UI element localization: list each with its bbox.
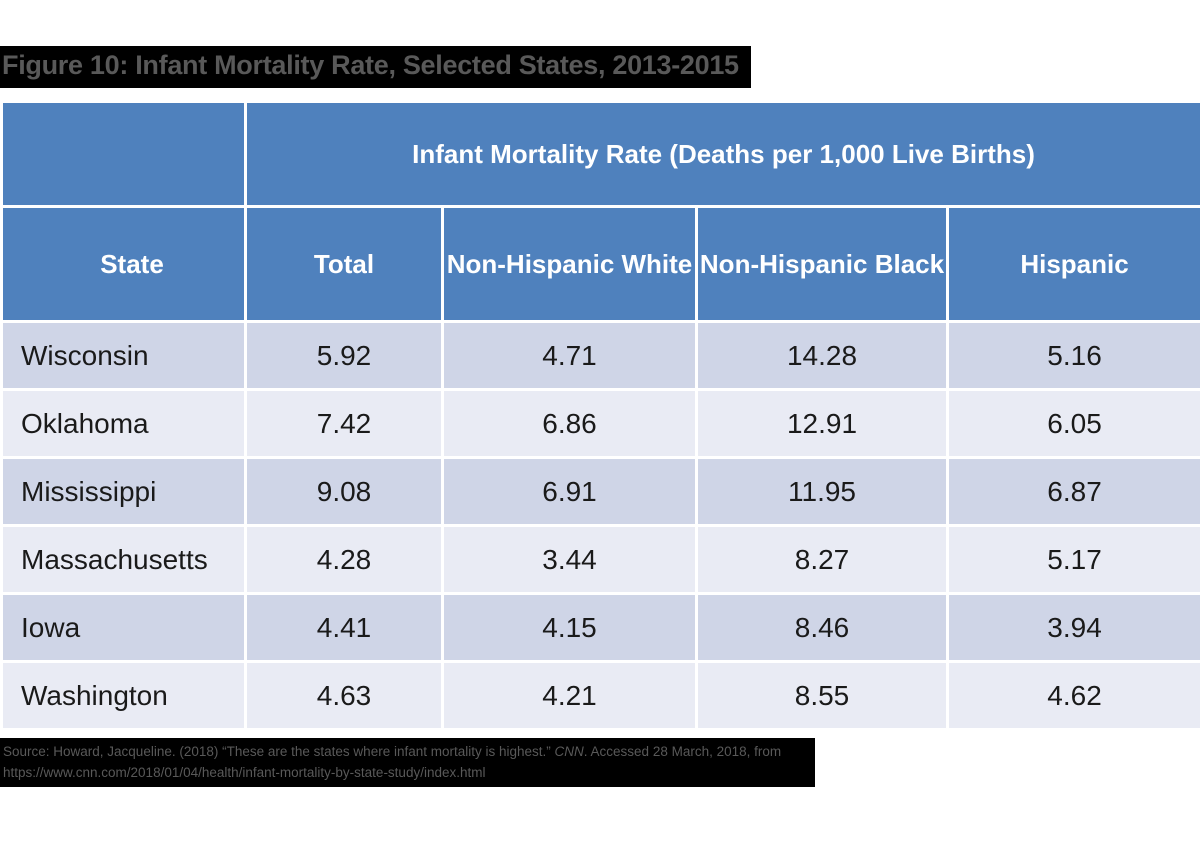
source-text-pre: Source: Howard, Jacqueline. (2018) “Thes… [3, 744, 555, 759]
source-text-cnn: CNN [554, 744, 584, 759]
value-cell: 9.08 [244, 456, 444, 527]
state-cell: Wisconsin [0, 320, 247, 391]
figure-page: Figure 10: Infant Mortality Rate, Select… [0, 0, 1200, 787]
value-cell: 4.62 [945, 660, 1200, 731]
value-cell: 5.17 [945, 524, 1200, 595]
value-cell: 5.92 [244, 320, 444, 391]
value-cell: 4.63 [244, 660, 444, 731]
value-cell: 11.95 [695, 456, 949, 527]
value-cell: 3.44 [441, 524, 698, 595]
value-cell: 4.71 [441, 320, 698, 391]
value-cell: 4.21 [441, 660, 698, 731]
value-cell: 4.41 [244, 592, 444, 663]
value-cell: 8.27 [695, 524, 949, 595]
table-row: Oklahoma 7.42 6.86 12.91 6.05 [0, 388, 1200, 459]
value-cell: 8.46 [695, 592, 949, 663]
table-row: Massachusetts 4.28 3.44 8.27 5.17 [0, 524, 1200, 595]
source-citation: Source: Howard, Jacqueline. (2018) “Thes… [0, 738, 815, 787]
state-cell: Oklahoma [0, 388, 247, 459]
value-cell: 6.87 [945, 456, 1200, 527]
group-header-cell: Infant Mortality Rate (Deaths per 1,000 … [243, 100, 1200, 208]
value-cell: 5.16 [945, 320, 1200, 391]
value-cell: 14.28 [695, 320, 949, 391]
state-cell: Iowa [0, 592, 247, 663]
column-header-state: State [0, 205, 247, 323]
corner-cell [0, 100, 247, 208]
table-row: Iowa 4.41 4.15 8.46 3.94 [0, 592, 1200, 663]
figure-title-bar: Figure 10: Infant Mortality Rate, Select… [0, 0, 1200, 96]
source-line-1: Source: Howard, Jacqueline. (2018) “Thes… [3, 741, 815, 762]
value-cell: 4.28 [244, 524, 444, 595]
state-cell: Mississippi [0, 456, 247, 527]
value-cell: 6.86 [441, 388, 698, 459]
figure-title: Figure 10: Infant Mortality Rate, Select… [0, 46, 751, 88]
table-row: Mississippi 9.08 6.91 11.95 6.87 [0, 456, 1200, 527]
column-header-total: Total [244, 205, 444, 323]
column-header-nonhispanic-black: Non-Hispanic Black [695, 205, 949, 323]
table-column-header-row: State Total Non-Hispanic White Non-Hispa… [0, 205, 1200, 323]
infant-mortality-table: Infant Mortality Rate (Deaths per 1,000 … [0, 100, 1200, 731]
value-cell: 7.42 [244, 388, 444, 459]
value-cell: 8.55 [695, 660, 949, 731]
value-cell: 6.05 [945, 388, 1200, 459]
value-cell: 3.94 [945, 592, 1200, 663]
state-cell: Massachusetts [0, 524, 247, 595]
value-cell: 6.91 [441, 456, 698, 527]
value-cell: 12.91 [695, 388, 949, 459]
column-header-hispanic: Hispanic [945, 205, 1200, 323]
column-header-nonhispanic-white: Non-Hispanic White [441, 205, 698, 323]
value-cell: 4.15 [441, 592, 698, 663]
table-row: Washington 4.63 4.21 8.55 4.62 [0, 660, 1200, 731]
source-line-2: https://www.cnn.com/2018/01/04/health/in… [3, 765, 486, 780]
state-cell: Washington [0, 660, 247, 731]
table-group-header-row: Infant Mortality Rate (Deaths per 1,000 … [0, 100, 1200, 208]
source-text-post: . Accessed 28 March, 2018, from [583, 744, 782, 759]
table-row: Wisconsin 5.92 4.71 14.28 5.16 [0, 320, 1200, 391]
